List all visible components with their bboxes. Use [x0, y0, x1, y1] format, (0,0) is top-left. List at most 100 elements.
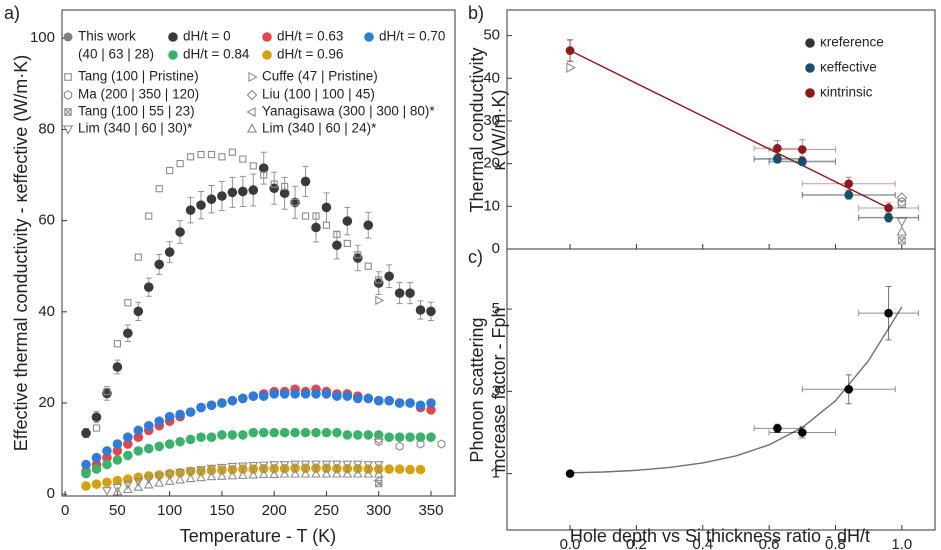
data-point	[113, 340, 122, 348]
data-point	[112, 483, 123, 493]
data-point	[384, 271, 394, 282]
y-tick-label: 50	[483, 27, 500, 44]
fit-line	[569, 49, 889, 209]
y-tick-label: 20	[38, 394, 55, 411]
data-point	[154, 259, 165, 270]
data-point	[112, 475, 123, 486]
legend-label: dH/t = 0.63	[277, 29, 343, 44]
data-point	[354, 251, 362, 259]
data-point	[300, 176, 311, 187]
data-point	[155, 185, 163, 193]
data-point	[112, 362, 123, 372]
legend-label: κeffective	[820, 60, 877, 75]
data-point	[239, 155, 247, 163]
x-tick-label: 50	[109, 502, 126, 519]
y-axis-label: Effective thermal conductivity - κeffect…	[11, 55, 31, 451]
data-point	[332, 427, 342, 438]
legend-label: κintrinsic	[820, 85, 873, 100]
legend-label: Yanagisawa (300 | 300 | 80)*	[262, 104, 435, 119]
data-point	[258, 391, 269, 401]
data-point	[206, 400, 217, 411]
data-point	[291, 198, 299, 207]
data-point	[207, 150, 216, 159]
data-point	[91, 464, 102, 474]
data-point	[227, 470, 238, 480]
data-point	[102, 459, 112, 470]
data-point	[896, 217, 908, 228]
data-point	[237, 462, 248, 472]
data-point	[415, 400, 426, 411]
data-point	[238, 186, 248, 197]
y-tick-label: 40	[483, 69, 500, 86]
legend-label: This work	[78, 29, 136, 44]
data-point	[143, 479, 154, 489]
data-point	[332, 240, 342, 251]
data-point	[321, 460, 332, 470]
data-point	[290, 460, 300, 470]
legend-label: Cuffe (47 | Pristine)	[262, 69, 378, 84]
data-point	[896, 225, 908, 236]
legend-marker	[64, 73, 72, 81]
data-point	[352, 460, 363, 470]
data-point	[301, 212, 310, 220]
data-point	[363, 393, 374, 404]
data-point	[227, 430, 238, 440]
data-point	[415, 464, 426, 475]
x-tick-label: 0.6	[759, 536, 780, 550]
data-point	[395, 441, 404, 451]
legend-label: dH/t = 0.84	[183, 47, 250, 62]
data-point	[217, 470, 227, 480]
data-point	[81, 459, 91, 470]
legend-marker	[64, 108, 72, 116]
legend-marker	[168, 50, 178, 60]
data-point	[206, 194, 217, 205]
data-point	[300, 460, 311, 470]
data-point	[322, 221, 331, 229]
data-point	[143, 475, 154, 485]
data-point	[133, 477, 144, 487]
data-point	[185, 467, 196, 477]
data-point	[394, 464, 405, 474]
data-point	[269, 427, 279, 438]
data-point	[332, 391, 342, 401]
legend-marker	[168, 32, 178, 42]
data-point	[332, 468, 342, 478]
data-point	[363, 220, 374, 230]
data-point	[321, 389, 332, 399]
data-point	[269, 469, 280, 479]
data-point	[124, 299, 132, 307]
data-point	[394, 288, 405, 298]
data-point	[258, 469, 269, 479]
data-point	[185, 473, 196, 483]
data-point	[342, 391, 353, 401]
data-point	[279, 427, 290, 438]
data-point	[394, 432, 405, 442]
x-tick-label: 0.4	[692, 536, 713, 550]
data-point	[227, 462, 238, 472]
legend-marker	[62, 125, 74, 135]
data-point	[312, 212, 320, 220]
x-tick-label: 100	[157, 502, 182, 519]
data-point	[279, 188, 290, 199]
data-point	[91, 479, 102, 489]
y-tick-label: 60	[38, 212, 55, 229]
data-point	[270, 180, 278, 188]
data-point	[373, 395, 384, 406]
data-point	[844, 179, 854, 189]
x-axis-label: Hole depth vs Si thickness ratio - dH/t	[570, 526, 870, 546]
data-point	[237, 470, 248, 479]
data-point	[269, 389, 279, 399]
data-point	[405, 464, 415, 475]
data-point	[269, 183, 279, 194]
data-point	[154, 416, 165, 427]
x-axis-label: Temperature - T (K)	[180, 526, 336, 546]
data-point	[437, 439, 446, 449]
data-point	[321, 427, 332, 438]
data-point	[197, 150, 205, 159]
x-tick-label: 350	[418, 502, 443, 519]
data-point	[186, 153, 195, 161]
data-point	[133, 425, 144, 436]
data-point	[196, 200, 206, 210]
